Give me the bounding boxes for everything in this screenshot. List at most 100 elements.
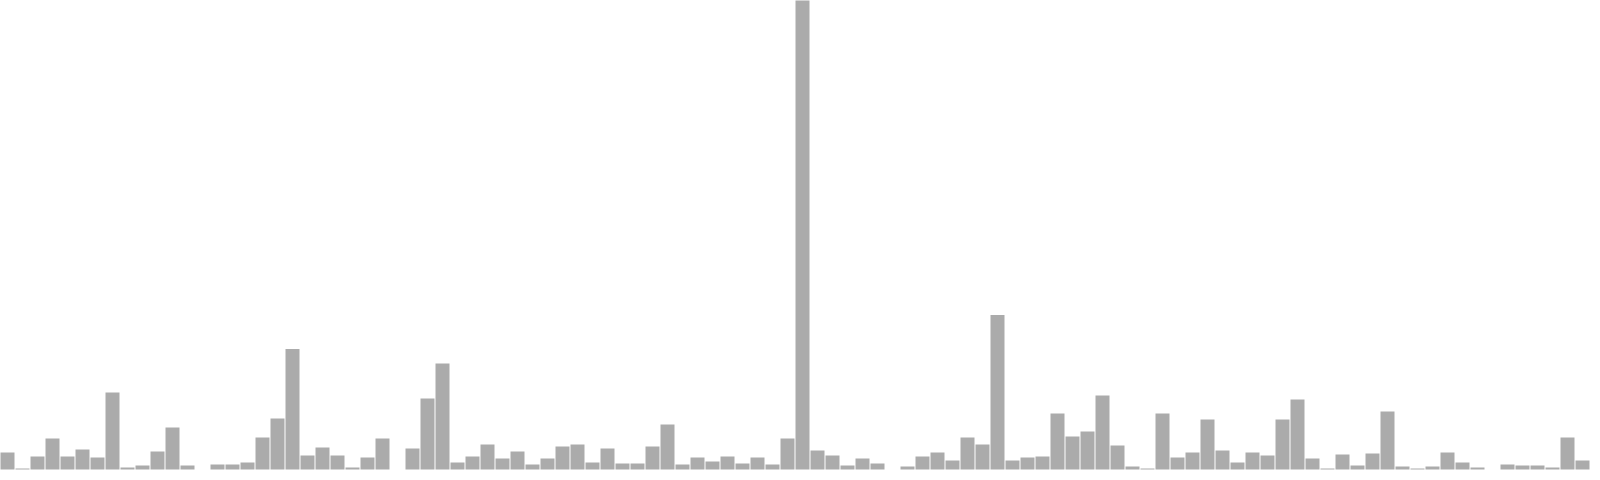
bar — [224, 463, 241, 471]
bar — [974, 443, 991, 471]
bar — [509, 450, 526, 471]
bar — [479, 443, 496, 471]
bar — [779, 437, 796, 471]
bar — [209, 463, 226, 471]
bar — [764, 463, 781, 471]
bar — [524, 463, 541, 471]
bar — [1184, 451, 1201, 471]
bar — [539, 457, 556, 471]
bar — [659, 423, 676, 471]
bar — [494, 457, 511, 471]
bar — [614, 462, 631, 471]
bar — [1199, 418, 1216, 471]
bar — [314, 446, 331, 471]
bar — [1529, 464, 1546, 471]
bar — [704, 460, 721, 471]
bar — [329, 454, 346, 471]
bar — [644, 445, 661, 471]
bar — [1499, 463, 1516, 471]
bar — [179, 464, 196, 471]
bar — [1109, 444, 1126, 471]
bar — [1424, 465, 1441, 471]
bar — [44, 437, 61, 471]
bar — [1139, 467, 1156, 471]
bar — [1214, 449, 1231, 471]
bars-group — [0, 0, 1591, 471]
bar — [989, 314, 1006, 471]
bar — [929, 451, 946, 471]
bar — [809, 449, 826, 471]
bar — [254, 436, 271, 471]
bar — [1064, 435, 1081, 471]
bar — [1364, 452, 1381, 471]
bar — [1169, 456, 1186, 471]
bar — [599, 447, 616, 471]
bar — [374, 437, 391, 471]
bar — [869, 462, 886, 471]
bar — [59, 455, 76, 471]
bar — [1019, 456, 1036, 471]
bar — [1034, 455, 1051, 471]
bar — [14, 467, 31, 471]
bar — [284, 348, 301, 471]
bar — [434, 362, 451, 471]
bar — [1514, 464, 1531, 471]
bar — [1454, 461, 1471, 471]
bar — [1124, 465, 1141, 471]
bar — [1079, 430, 1096, 471]
bar — [689, 456, 706, 471]
bar — [344, 466, 361, 471]
bar — [734, 462, 751, 471]
bar — [1319, 467, 1336, 471]
bar — [824, 454, 841, 471]
bar — [1334, 453, 1351, 471]
bar — [1229, 461, 1246, 471]
bar — [554, 445, 571, 471]
bar — [1544, 466, 1561, 471]
bar — [1394, 465, 1411, 471]
bar — [1244, 451, 1261, 471]
bar — [1259, 454, 1276, 471]
bar — [164, 426, 181, 471]
bar — [674, 463, 691, 471]
bar — [914, 455, 931, 471]
bar — [134, 464, 151, 471]
bar — [794, 0, 811, 471]
bar — [854, 457, 871, 471]
bar — [1469, 466, 1486, 471]
bar — [1094, 394, 1111, 471]
bar — [1559, 436, 1576, 471]
bar — [449, 461, 466, 471]
bar — [719, 455, 736, 471]
bar — [299, 454, 316, 471]
bar — [239, 461, 256, 471]
bar — [1274, 418, 1291, 471]
bar — [1409, 467, 1426, 471]
bar — [629, 462, 646, 471]
bar — [569, 443, 586, 471]
bar — [839, 464, 856, 471]
bar — [359, 456, 376, 471]
bar — [1049, 412, 1066, 471]
bar — [1379, 410, 1396, 471]
bar — [1484, 468, 1501, 471]
bar — [1349, 464, 1366, 471]
bar — [419, 397, 436, 471]
bar — [29, 455, 46, 471]
bar — [464, 455, 481, 471]
bar — [1304, 457, 1321, 471]
bar — [404, 447, 421, 471]
bar — [1004, 459, 1021, 471]
bar — [749, 456, 766, 471]
bar — [1154, 412, 1171, 471]
bar — [1289, 398, 1306, 471]
bar — [119, 466, 136, 471]
bar — [584, 461, 601, 471]
bar — [149, 450, 166, 471]
bar — [944, 459, 961, 471]
bar — [1439, 451, 1456, 471]
bar — [104, 391, 121, 471]
bar — [959, 436, 976, 471]
bar — [89, 456, 106, 471]
